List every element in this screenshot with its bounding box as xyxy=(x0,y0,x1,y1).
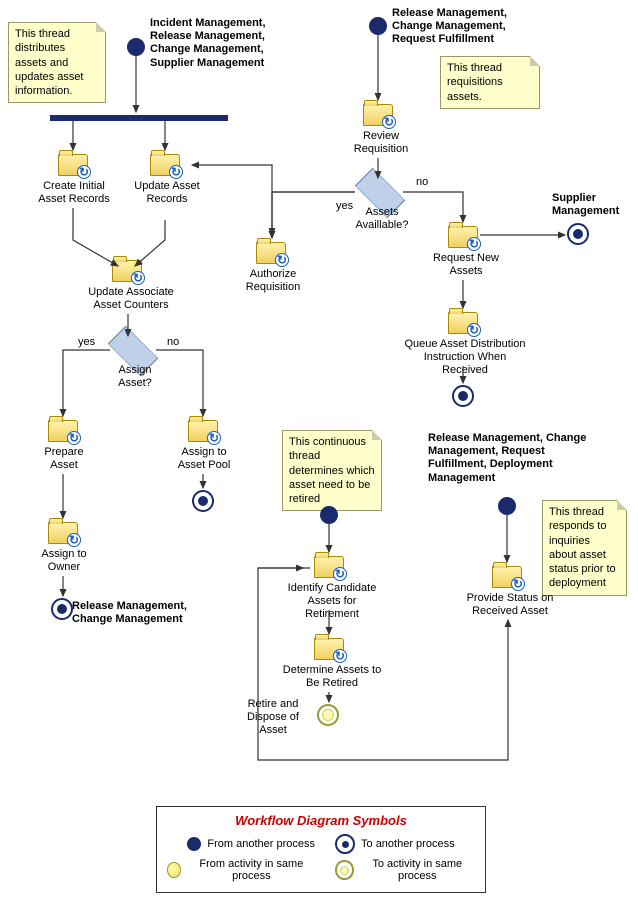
end-owner xyxy=(51,598,73,620)
label-t8: Review Requisition xyxy=(346,130,416,156)
label-t14: Provide Status on Received Asset xyxy=(462,592,558,618)
label-t4: Authorize Requisition xyxy=(238,268,308,294)
legend-l2: To another process xyxy=(361,838,455,850)
task-assign-pool xyxy=(188,418,218,442)
note-distributes: This thread distributes assets and updat… xyxy=(8,22,106,103)
label-t1: Create Initial Asset Records xyxy=(38,180,110,206)
task-determine xyxy=(314,636,344,660)
start-retire xyxy=(320,506,338,524)
task-prepare xyxy=(48,418,78,442)
fork-bar xyxy=(50,115,228,121)
legend: Workflow Diagram Symbols From another pr… xyxy=(156,806,486,893)
label-no2: no xyxy=(416,176,428,189)
label-yes1: yes xyxy=(78,336,95,349)
label-t10: Queue Asset Distribution Instruction Whe… xyxy=(400,338,530,378)
task-update-records xyxy=(150,152,180,176)
header-release3: Release Management, Change Management xyxy=(72,600,222,626)
task-identify xyxy=(314,554,344,578)
label-yes2: yes xyxy=(336,200,353,213)
end-pool xyxy=(192,490,214,512)
label-t3: Update Associate Asset Counters xyxy=(85,286,177,312)
task-create-initial xyxy=(58,152,88,176)
label-t7: Assign to Owner xyxy=(36,548,92,574)
label-d1: Assign Asset? xyxy=(113,364,157,390)
header-release1: Release Management, Change Management, R… xyxy=(392,7,542,47)
header-incident: Incident Management, Release Management,… xyxy=(150,17,300,70)
label-t5: Prepare Asset xyxy=(34,446,94,472)
end-retire-same xyxy=(317,704,339,726)
label-t12: Determine Assets to Be Retired xyxy=(282,664,382,690)
legend-l3: From activity in same process xyxy=(187,858,315,882)
note-status: This thread responds to inquiries about … xyxy=(542,500,627,596)
header-release2: Release Management, Change Management, R… xyxy=(428,432,598,485)
task-authorize xyxy=(256,240,286,264)
end-queue xyxy=(452,385,474,407)
legend-title: Workflow Diagram Symbols xyxy=(167,813,475,828)
legend-l1: From another process xyxy=(207,838,315,850)
label-d2: Assets Availlable? xyxy=(352,206,412,232)
task-request-new xyxy=(448,224,478,248)
start-incident xyxy=(127,38,145,56)
task-provide-status xyxy=(492,564,522,588)
start-status xyxy=(498,497,516,515)
label-t2: Update Asset Records xyxy=(132,180,202,206)
header-supplier: Supplier Management xyxy=(552,192,632,218)
task-update-counters xyxy=(112,258,142,282)
label-no1: no xyxy=(167,336,179,349)
task-queue xyxy=(448,310,478,334)
task-assign-owner xyxy=(48,520,78,544)
task-review-req xyxy=(363,102,393,126)
label-t11: Identify Candidate Assets for Retirement xyxy=(284,582,380,622)
label-t13: Retire and Dispose of Asset xyxy=(242,698,304,738)
end-supplier xyxy=(567,223,589,245)
legend-l4: To activity in same process xyxy=(360,858,475,882)
start-release1 xyxy=(369,17,387,35)
label-t6: Assign to Asset Pool xyxy=(172,446,236,472)
note-requisitions: This thread requisitions assets. xyxy=(440,56,540,109)
label-t9: Request New Assets xyxy=(428,252,504,278)
note-retire: This continuous thread determines which … xyxy=(282,430,382,511)
